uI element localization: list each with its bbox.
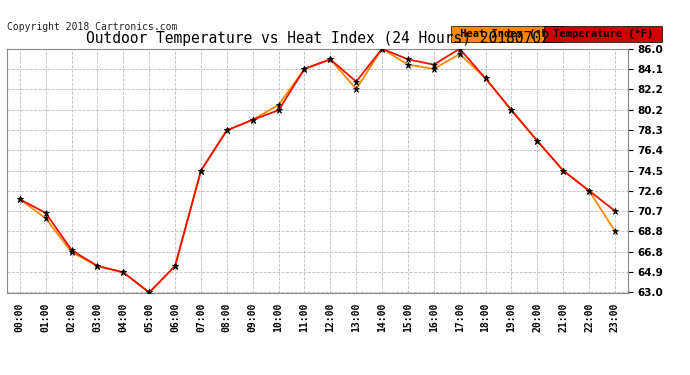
Text: Copyright 2018 Cartronics.com: Copyright 2018 Cartronics.com	[7, 22, 177, 33]
Title: Outdoor Temperature vs Heat Index (24 Hours) 20180702: Outdoor Temperature vs Heat Index (24 Ho…	[86, 31, 549, 46]
Text: Heat Index (°F): Heat Index (°F)	[454, 29, 560, 39]
Text: Temperature (°F): Temperature (°F)	[547, 29, 660, 39]
